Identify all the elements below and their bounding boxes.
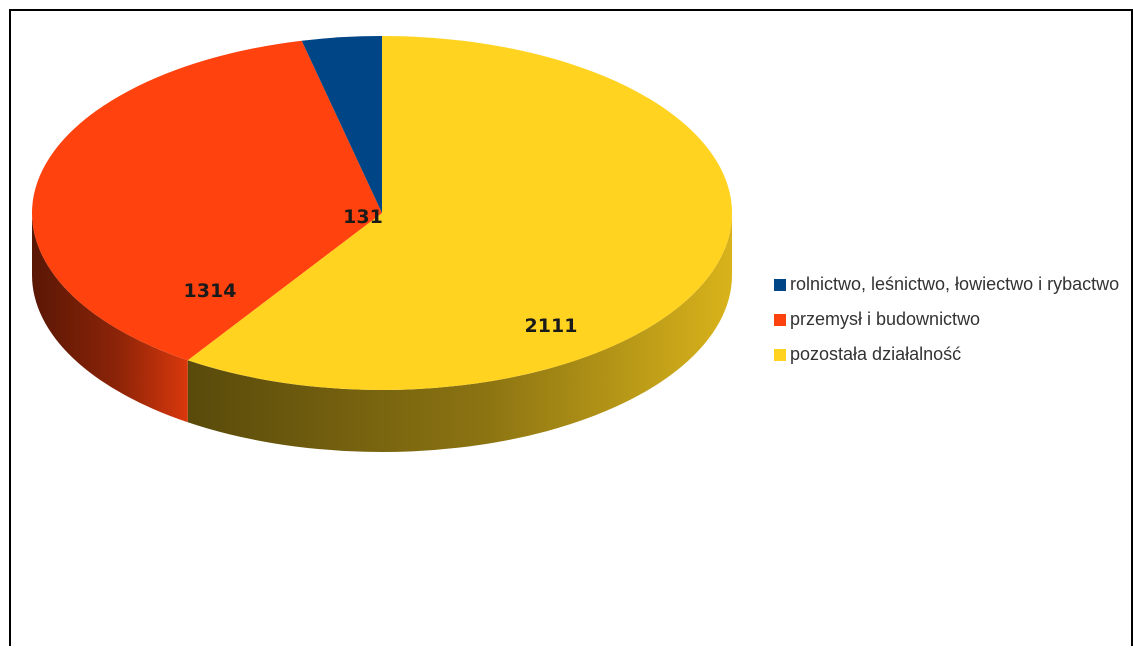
data-label-0: 131 <box>343 206 383 228</box>
legend-item-other: pozostała działalność <box>768 343 1133 365</box>
pie-tops <box>32 36 732 390</box>
legend-label: przemysł i budownictwo <box>790 309 981 329</box>
data-label-1: 1314 <box>184 280 237 302</box>
pie-chart: 2111 1314 131 <box>32 36 732 452</box>
pie-side-1 <box>32 213 188 423</box>
chart-frame: 2111 1314 131 rolnictwo, leśnictwo, łowiec… <box>9 9 1133 646</box>
legend-swatch <box>774 314 786 326</box>
pie-slice-0 <box>301 36 382 213</box>
legend-swatch <box>774 279 786 291</box>
data-label-2: 2111 <box>525 315 578 337</box>
pie-slice-1 <box>32 40 382 361</box>
pie-sides <box>32 213 732 452</box>
legend: rolnictwo, leśnictwo, łowiectwo i rybact… <box>768 273 1133 378</box>
legend-label: pozostała działalność <box>790 344 962 364</box>
pie-labels: 2111 1314 131 <box>184 206 578 337</box>
pie-slice-2 <box>187 36 732 390</box>
pie-side-2 <box>187 213 732 452</box>
legend-swatch <box>774 349 786 361</box>
legend-item-agriculture: rolnictwo, leśnictwo, łowiectwo i rybact… <box>768 273 1133 295</box>
legend-label: rolnictwo, leśnictwo, łowiectwo i rybact… <box>790 274 1120 294</box>
legend-item-industry: przemysł i budownictwo <box>768 308 1133 330</box>
